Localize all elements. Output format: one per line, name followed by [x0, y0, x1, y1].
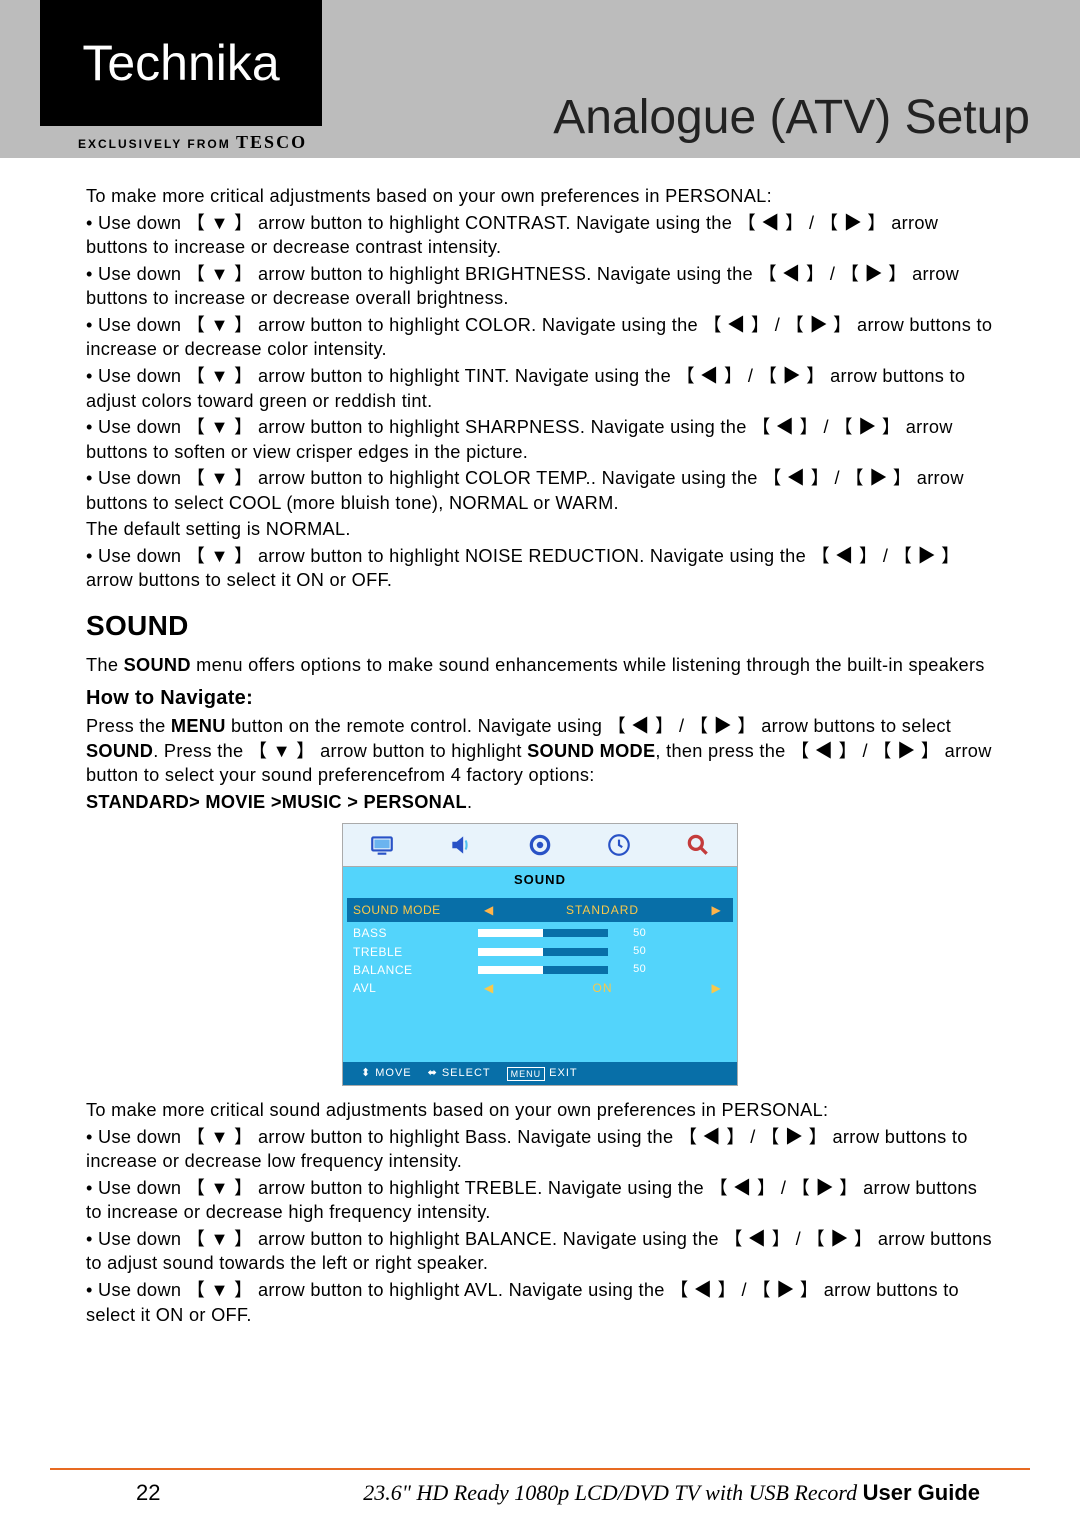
instruction-bullet: • Use down 【 ▼ 】 arrow button to highlig…	[86, 466, 994, 515]
osd-move-hint: ⬍ MOVE	[361, 1066, 412, 1081]
intro-personal: To make more critical adjustments based …	[86, 184, 994, 209]
osd-row-label: BALANCE	[353, 962, 478, 978]
osd-select-value: STANDARD	[500, 902, 706, 918]
instruction-bullet: • Use down 【 ▼ 】 arrow button to highlig…	[86, 1278, 994, 1327]
instruction-bullet: • Use down 【 ▼ 】 arrow button to highlig…	[86, 1227, 994, 1276]
sound-options: STANDARD> MOVIE >MUSIC > PERSONAL.	[86, 790, 994, 815]
page-content: To make more critical adjustments based …	[0, 158, 1080, 1327]
exclusively-prefix: EXCLUSIVELY FROM	[78, 137, 231, 151]
osd-row: BALANCE 50	[353, 961, 727, 979]
instruction-bullet: • Use down 【 ▼ 】 arrow button to highlig…	[86, 1176, 994, 1225]
instruction-bullet: • Use down 【 ▼ 】 arrow button to highlig…	[86, 211, 994, 260]
osd-select-value: ON	[500, 980, 706, 996]
brand-name: Technika	[82, 34, 279, 92]
osd-row-label: AVL	[353, 980, 478, 996]
instruction-bullet: • Use down 【 ▼ 】 arrow button to highlig…	[86, 313, 994, 362]
brand-logo: Technika	[40, 0, 322, 126]
tesco-brand: TESCO	[236, 132, 307, 152]
right-arrow-icon: ▶	[705, 980, 727, 996]
osd-row: TREBLE 50	[353, 943, 727, 961]
sound-nav: Press the MENU button on the remote cont…	[86, 714, 994, 788]
sound-personal-intro: To make more critical sound adjustments …	[86, 1098, 994, 1123]
footer-product-text: 23.6" HD Ready 1080p LCD/DVD TV with USB…	[363, 1480, 980, 1506]
search-icon	[685, 832, 711, 858]
right-arrow-icon: ▶	[705, 902, 727, 918]
instruction-bullet: • Use down 【 ▼ 】 arrow button to highlig…	[86, 364, 994, 413]
osd-tab-bar	[342, 823, 738, 867]
instruction-bullet: • Use down 【 ▼ 】 arrow button to highlig…	[86, 415, 994, 464]
osd-value: 50	[616, 944, 646, 959]
page-number: 22	[136, 1480, 160, 1506]
sound-icon	[448, 832, 474, 858]
left-arrow-icon: ◀	[478, 980, 500, 996]
exclusively-text: EXCLUSIVELY FROM TESCO	[78, 132, 307, 153]
instruction-bullet: • Use down 【 ▼ 】 arrow button to highlig…	[86, 544, 994, 593]
osd-footer: ⬍ MOVE ⬌ SELECT MENU EXIT	[342, 1062, 738, 1086]
tv-icon	[369, 832, 395, 858]
osd-row: BASS 50	[353, 924, 727, 942]
instruction-bullet: • Use down 【 ▼ 】 arrow button to highlig…	[86, 262, 994, 311]
sound-intro: The SOUND menu offers options to make so…	[86, 653, 994, 678]
osd-screenshot: SOUND SOUND MODE◀STANDARD▶BASS50TREBLE50…	[86, 823, 994, 1086]
osd-row: SOUND MODE◀STANDARD▶	[347, 898, 733, 922]
page-header: Technika EXCLUSIVELY FROM TESCO Analogue…	[0, 0, 1080, 158]
sound-heading: SOUND	[86, 607, 994, 645]
osd-body: SOUND MODE◀STANDARD▶BASS50TREBLE50BALANC…	[342, 892, 738, 1062]
left-arrow-icon: ◀	[478, 902, 500, 918]
osd-value: 50	[616, 962, 646, 977]
osd-slider	[478, 948, 608, 956]
page-footer: 22 23.6" HD Ready 1080p LCD/DVD TV with …	[50, 1468, 1030, 1506]
osd-row-label: TREBLE	[353, 944, 478, 960]
instruction-extra: The default setting is NORMAL.	[86, 517, 994, 542]
gear-icon	[527, 832, 553, 858]
osd-value: 50	[616, 926, 646, 941]
osd-slider	[478, 966, 608, 974]
osd-row-label: SOUND MODE	[353, 902, 478, 918]
osd-row-label: BASS	[353, 925, 478, 941]
howto-heading: How to Navigate:	[86, 685, 994, 712]
osd-exit-hint: MENU EXIT	[507, 1066, 578, 1081]
osd-row: AVL◀ON▶	[353, 979, 727, 997]
osd-title: SOUND	[342, 867, 738, 893]
page-title: Analogue (ATV) Setup	[553, 90, 1030, 145]
osd-slider	[478, 929, 608, 937]
instruction-bullet: • Use down 【 ▼ 】 arrow button to highlig…	[86, 1125, 994, 1174]
clock-icon	[606, 832, 632, 858]
osd-select-hint: ⬌ SELECT	[428, 1066, 491, 1081]
